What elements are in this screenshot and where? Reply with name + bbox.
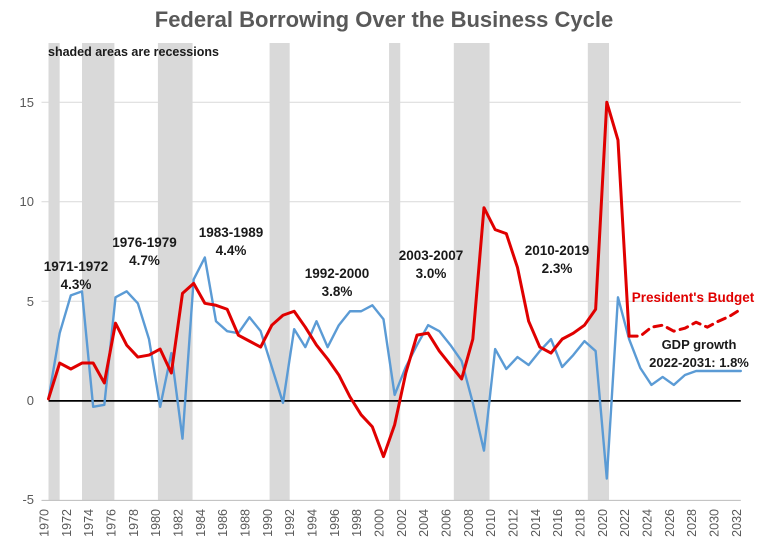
svg-text:1992-2000: 1992-2000: [305, 266, 370, 281]
svg-text:Federal Borrowing Over the Bus: Federal Borrowing Over the Business Cycl…: [155, 7, 613, 32]
svg-text:2022-2031: 1.8%: 2022-2031: 1.8%: [649, 355, 749, 370]
svg-text:2003-2007: 2003-2007: [399, 248, 464, 263]
svg-text:1988: 1988: [238, 509, 252, 537]
svg-text:1974: 1974: [82, 509, 96, 537]
svg-text:1994: 1994: [305, 509, 319, 537]
svg-text:3.0%: 3.0%: [416, 266, 447, 281]
svg-text:President's Budget: President's Budget: [632, 290, 755, 305]
svg-text:2024: 2024: [640, 509, 654, 537]
svg-text:1972: 1972: [60, 509, 74, 537]
svg-text:1996: 1996: [328, 509, 342, 537]
svg-text:1983-1989: 1983-1989: [199, 225, 264, 240]
svg-text:2010-2019: 2010-2019: [525, 243, 590, 258]
svg-text:1971-1972: 1971-1972: [44, 259, 109, 274]
svg-text:2000: 2000: [372, 509, 386, 537]
svg-text:1982: 1982: [171, 509, 185, 537]
svg-text:2006: 2006: [439, 509, 453, 537]
svg-text:2016: 2016: [551, 509, 565, 537]
svg-text:shaded areas are recessions: shaded areas are recessions: [48, 45, 219, 59]
svg-text:2018: 2018: [573, 509, 587, 537]
svg-text:1998: 1998: [350, 509, 364, 537]
svg-text:1976: 1976: [105, 509, 119, 537]
svg-text:1978: 1978: [127, 509, 141, 537]
svg-text:2012: 2012: [506, 509, 520, 537]
svg-text:1984: 1984: [194, 509, 208, 537]
svg-text:-5: -5: [22, 492, 34, 507]
svg-text:2020: 2020: [596, 509, 610, 537]
svg-text:2008: 2008: [462, 509, 476, 537]
svg-text:2032: 2032: [730, 509, 744, 537]
svg-text:15: 15: [20, 95, 34, 110]
svg-text:4.4%: 4.4%: [216, 243, 247, 258]
svg-text:2010: 2010: [484, 509, 498, 537]
svg-text:1990: 1990: [261, 509, 275, 537]
svg-text:1970: 1970: [38, 509, 52, 537]
svg-text:1976-1979: 1976-1979: [112, 235, 177, 250]
svg-text:2014: 2014: [529, 509, 543, 537]
svg-text:1992: 1992: [283, 509, 297, 537]
svg-text:1986: 1986: [216, 509, 230, 537]
svg-text:2004: 2004: [417, 509, 431, 537]
svg-text:10: 10: [20, 194, 34, 209]
svg-text:2.3%: 2.3%: [542, 261, 573, 276]
svg-text:2028: 2028: [685, 509, 699, 537]
svg-text:3.8%: 3.8%: [322, 284, 353, 299]
svg-text:2022: 2022: [618, 509, 632, 537]
svg-text:2026: 2026: [663, 509, 677, 537]
svg-text:1980: 1980: [149, 509, 163, 537]
svg-text:2030: 2030: [707, 509, 721, 537]
svg-text:5: 5: [27, 294, 34, 309]
svg-text:0: 0: [27, 393, 34, 408]
svg-text:4.3%: 4.3%: [61, 277, 92, 292]
svg-text:GDP growth: GDP growth: [662, 337, 737, 352]
svg-text:4.7%: 4.7%: [129, 253, 160, 268]
svg-text:2002: 2002: [395, 509, 409, 537]
